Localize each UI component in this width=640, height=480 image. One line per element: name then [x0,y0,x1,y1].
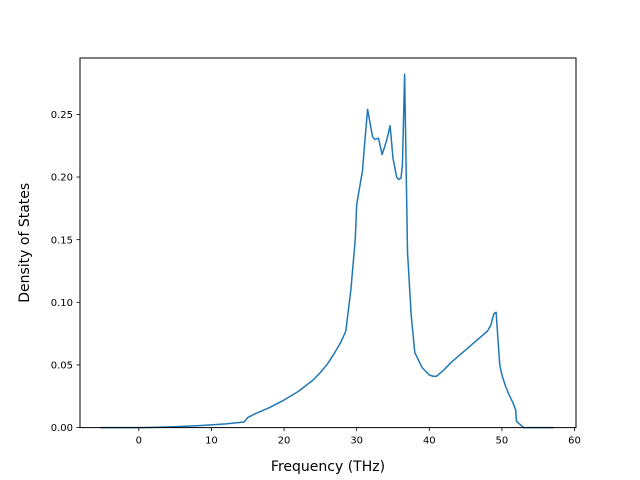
y-tick-label: 0.15 [51,235,73,246]
x-tick-label: 60 [568,436,581,447]
x-tick-label: 10 [205,436,218,447]
x-tick-label: 30 [350,436,363,447]
plot-frame [79,57,577,429]
x-axis-label: Frequency (THz) [271,459,385,475]
y-tick-label: 0.00 [51,423,73,434]
x-tick-label: 0 [136,436,142,447]
dos-series-line [100,73,554,429]
x-tick-label: 40 [423,436,436,447]
y-tick-label: 0.05 [51,361,73,372]
y-axis-label: Density of States [17,183,33,303]
x-tick-label: 20 [278,436,291,447]
y-tick-label: 0.25 [51,110,73,121]
y-tick-label: 0.10 [51,298,73,309]
plot-area [100,73,554,429]
axis-ticks: 0 10 20 30 40 50 60 0.00 0.05 0.10 0.15 0.20 0.25 [51,110,581,447]
y-tick-label: 0.20 [51,173,73,184]
x-tick-label: 50 [496,436,509,447]
